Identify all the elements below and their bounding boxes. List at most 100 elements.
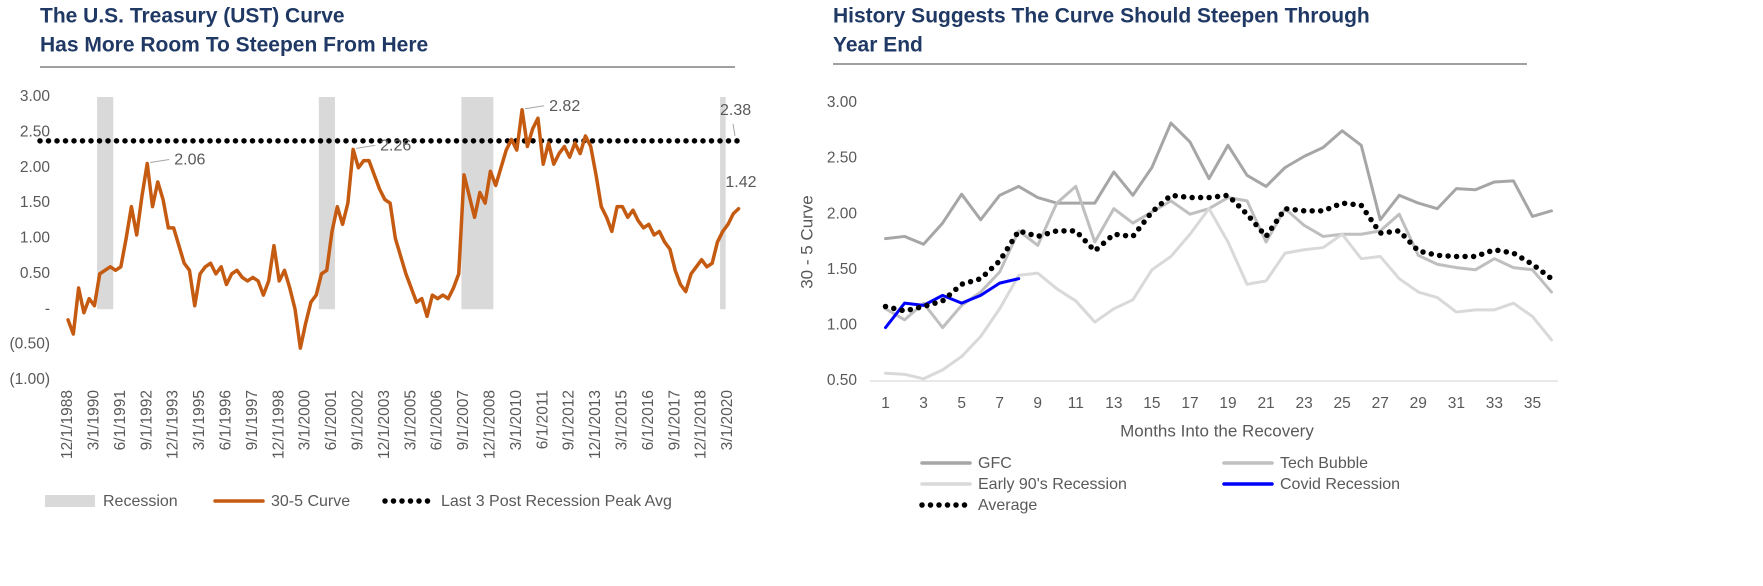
legend-label: Average <box>978 497 1037 514</box>
y-tick-label: 1.00 <box>827 316 858 333</box>
series-line <box>882 192 1555 314</box>
x-tick-label: 9/1/2007 <box>455 390 472 450</box>
y-tick-label: 2.50 <box>827 150 858 167</box>
x-tick-label: 23 <box>1296 395 1313 412</box>
x-tick-label: 3/1/1990 <box>86 390 103 451</box>
label-leader <box>150 159 170 163</box>
series-line <box>884 184 1553 330</box>
y-tick-label: 2.00 <box>20 159 51 176</box>
recession-bar <box>471 97 478 310</box>
x-axis-label: Months Into the Recovery <box>1120 421 1314 440</box>
x-tick-label: 19 <box>1219 395 1236 412</box>
legend-label: Last 3 Post Recession Peak Avg <box>441 493 672 510</box>
y-tick-label: 3.00 <box>20 88 51 105</box>
x-tick-label: 7 <box>995 395 1004 412</box>
x-tick-label: 6/1/2016 <box>640 390 657 450</box>
recession-bar <box>97 97 103 310</box>
x-tick-label: 6/1/2006 <box>429 390 446 450</box>
x-tick-label: 3/1/1995 <box>191 390 208 450</box>
x-tick-label: 11 <box>1068 395 1084 412</box>
y-tick-label: - <box>45 300 50 317</box>
x-tick-label: 3/1/2000 <box>297 390 314 451</box>
legend-swatch <box>45 495 95 507</box>
x-tick-label: 12/1/1993 <box>165 390 182 459</box>
recession-bar <box>107 97 114 310</box>
series-line <box>66 107 741 350</box>
chart-title: The U.S. Treasury (UST) Curve <box>40 5 345 28</box>
y-axis-label: 30 - 5 Curve <box>797 195 816 289</box>
x-tick-label: 3/1/2010 <box>508 390 525 451</box>
x-tick-label: 9/1/1992 <box>138 390 155 450</box>
x-tick-label: 12/1/1988 <box>59 390 76 459</box>
reference-leader <box>732 123 736 136</box>
x-tick-label: 1 <box>881 395 890 412</box>
legend-label: 30-5 Curve <box>271 493 350 510</box>
recession-bar <box>318 97 325 310</box>
x-tick-label: 5 <box>957 395 966 412</box>
x-tick-label: 3 <box>919 395 928 412</box>
x-tick-label: 29 <box>1410 395 1427 412</box>
x-tick-label: 3/1/2005 <box>402 390 419 450</box>
x-tick-label: 9/1/1997 <box>244 390 261 450</box>
x-tick-label: 3/1/2015 <box>614 390 631 450</box>
recession-bar <box>324 97 330 310</box>
x-tick-label: 9/1/2002 <box>350 390 367 450</box>
x-tick-label: 12/1/1998 <box>270 390 287 459</box>
y-tick-label: 1.50 <box>20 194 51 211</box>
legend-label: GFC <box>978 455 1012 472</box>
x-tick-label: 33 <box>1486 395 1503 412</box>
y-tick-label: (1.00) <box>10 371 51 388</box>
legend-label: Early 90's Recession <box>978 476 1127 493</box>
chart-title: Has More Room To Steepen From Here <box>40 34 428 57</box>
x-tick-label: 35 <box>1524 395 1541 412</box>
x-tick-label: 31 <box>1448 395 1465 412</box>
x-tick-label: 13 <box>1105 395 1122 412</box>
recession-bar <box>720 97 726 310</box>
recession-bar <box>329 97 335 310</box>
x-tick-label: 12/1/2018 <box>693 390 710 459</box>
data-label: 2.82 <box>549 98 580 115</box>
x-tick-label: 6/1/1996 <box>218 390 235 450</box>
chart-title: History Suggests The Curve Should Steepe… <box>833 5 1370 28</box>
series-line <box>884 277 1021 330</box>
series-line <box>884 121 1553 246</box>
x-tick-label: 17 <box>1181 395 1198 412</box>
x-tick-label: 9 <box>1033 395 1042 412</box>
y-tick-label: 2.50 <box>20 123 51 140</box>
x-tick-label: 6/1/1991 <box>112 390 129 450</box>
legend-label: Tech Bubble <box>1280 455 1368 472</box>
recession-bar <box>487 97 494 310</box>
x-tick-label: 21 <box>1257 395 1274 412</box>
x-tick-label: 15 <box>1143 395 1160 412</box>
x-tick-label: 12/1/2003 <box>376 390 393 459</box>
y-tick-label: 0.50 <box>20 265 51 282</box>
x-tick-label: 25 <box>1334 395 1351 412</box>
x-tick-label: 12/1/2008 <box>482 390 499 459</box>
x-tick-label: 6/1/2011 <box>534 390 551 449</box>
legend-label: Covid Recession <box>1280 476 1400 493</box>
reference-label: 2.38 <box>720 102 751 119</box>
label-leader <box>525 105 545 110</box>
chart-title: Year End <box>833 34 923 57</box>
recession-bar <box>477 97 483 310</box>
recession-bar <box>102 97 108 310</box>
x-tick-label: 27 <box>1372 395 1389 412</box>
series-line <box>884 207 1553 381</box>
y-tick-label: 1.00 <box>20 230 51 247</box>
y-tick-label: (0.50) <box>10 336 51 353</box>
legend-label: Recession <box>103 493 178 510</box>
label-leader <box>356 144 376 149</box>
data-label: 2.26 <box>380 138 411 155</box>
y-tick-label: 2.00 <box>827 205 858 222</box>
data-label: 1.42 <box>725 174 756 191</box>
x-tick-label: 12/1/2013 <box>587 390 604 459</box>
data-label: 2.06 <box>174 152 205 169</box>
x-tick-label: 9/1/2012 <box>561 390 578 450</box>
y-tick-label: 3.00 <box>827 94 858 111</box>
y-tick-label: 0.50 <box>827 372 858 389</box>
x-tick-label: 6/1/2001 <box>323 390 340 450</box>
x-tick-label: 9/1/2017 <box>666 390 683 450</box>
y-tick-label: 1.50 <box>827 261 858 278</box>
